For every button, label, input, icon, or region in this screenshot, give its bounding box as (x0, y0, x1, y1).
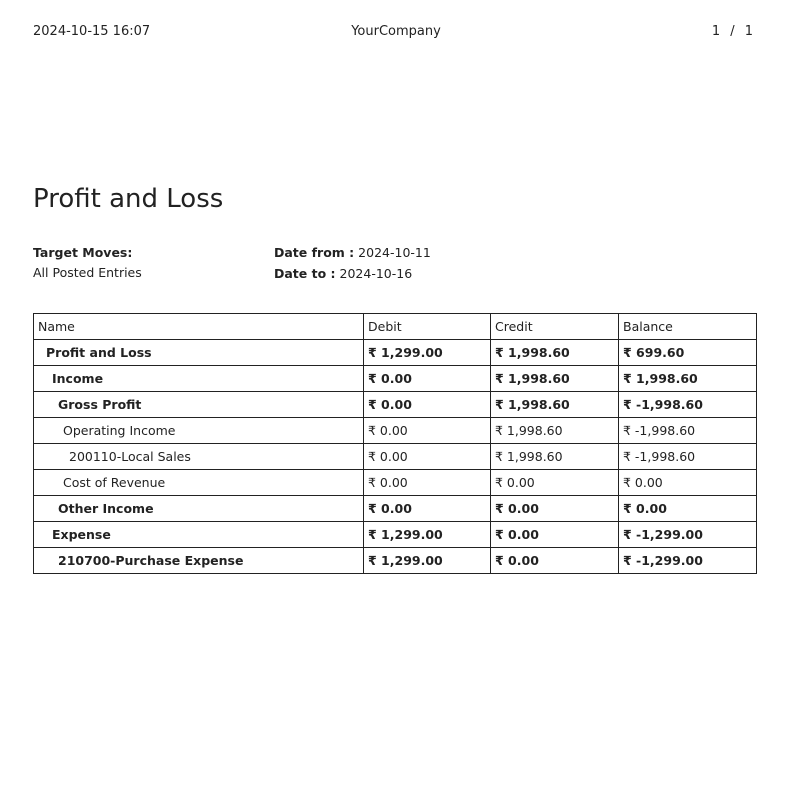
cell-name: Income (33, 365, 364, 392)
table-row: Operating Income ₹ 0.00 ₹ 1,998.60 ₹ -1,998… (33, 417, 757, 444)
cell-name: Profit and Loss (33, 339, 364, 366)
target-moves-value: All Posted Entries (33, 265, 142, 280)
table-row: 210700-Purchase Expense ₹ 1,299.00 ₹ 0.00 ₹… (33, 547, 757, 574)
cell-balance: ₹ -1,998.60 (618, 417, 757, 444)
date-from-value: 2024-10-11 (358, 245, 431, 260)
table-row: Income ₹ 0.00 ₹ 1,998.60 ₹ 1,998.60 (33, 365, 757, 392)
cell-credit: ₹ 1,998.60 (490, 443, 619, 470)
date-to-value: 2024-10-16 (339, 266, 413, 281)
date-from: Date from : 2024-10-11 (274, 245, 431, 260)
cell-debit: ₹ 0.00 (363, 443, 491, 470)
cell-debit: ₹ 1,299.00 (363, 521, 491, 548)
cell-balance: ₹ 0.00 (618, 495, 757, 522)
report-title: Profit and Loss (33, 184, 224, 214)
column-header-name: Name (33, 313, 364, 340)
target-moves: Target Moves: All Posted Entries (33, 245, 142, 280)
cell-debit: ₹ 0.00 (363, 495, 491, 522)
cell-name: 210700-Purchase Expense (33, 547, 364, 574)
table-row: Cost of Revenue ₹ 0.00 ₹ 0.00 ₹ 0.00 (33, 469, 757, 496)
cell-name: 200110-Local Sales (33, 443, 364, 470)
cell-balance: ₹ -1,998.60 (618, 391, 757, 418)
company-name: YourCompany (351, 24, 441, 39)
cell-credit: ₹ 1,998.60 (490, 365, 619, 392)
print-datetime: 2024-10-15 16:07 (33, 24, 151, 39)
table-row: Other Income ₹ 0.00 ₹ 0.00 ₹ 0.00 (33, 495, 757, 522)
cell-debit: ₹ 0.00 (363, 417, 491, 444)
cell-credit: ₹ 0.00 (490, 521, 619, 548)
cell-name: Operating Income (33, 417, 364, 444)
table-row: Gross Profit ₹ 0.00 ₹ 1,998.60 ₹ -1,998.60 (33, 391, 757, 418)
cell-balance: ₹ 0.00 (618, 469, 757, 496)
cell-balance: ₹ -1,299.00 (618, 547, 757, 574)
page-number: 1 / 1 (711, 24, 756, 39)
cell-debit: ₹ 0.00 (363, 391, 491, 418)
cell-balance: ₹ -1,998.60 (618, 443, 757, 470)
column-header-credit: Credit (490, 313, 619, 340)
cell-balance: ₹ 699.60 (618, 339, 757, 366)
cell-debit: ₹ 0.00 (363, 365, 491, 392)
cell-name: Expense (33, 521, 364, 548)
cell-debit: ₹ 0.00 (363, 469, 491, 496)
table-row: Profit and Loss ₹ 1,299.00 ₹ 1,998.60 ₹ 699… (33, 339, 757, 366)
table-row: 200110-Local Sales ₹ 0.00 ₹ 1,998.60 ₹ -1,9… (33, 443, 757, 470)
column-header-debit: Debit (363, 313, 491, 340)
cell-name: Other Income (33, 495, 364, 522)
date-from-label: Date from : (274, 245, 355, 260)
cell-debit: ₹ 1,299.00 (363, 339, 491, 366)
cell-name: Cost of Revenue (33, 469, 364, 496)
cell-name: Gross Profit (33, 391, 364, 418)
target-moves-label: Target Moves: (33, 245, 133, 260)
cell-balance: ₹ 1,998.60 (618, 365, 757, 392)
cell-credit: ₹ 1,998.60 (490, 417, 619, 444)
date-to: Date to : 2024-10-16 (274, 266, 412, 281)
table-header-row: Name Debit Credit Balance (33, 313, 757, 340)
date-to-label: Date to : (274, 266, 336, 281)
cell-credit: ₹ 1,998.60 (490, 391, 619, 418)
column-header-balance: Balance (618, 313, 757, 340)
cell-credit: ₹ 0.00 (490, 469, 619, 496)
cell-balance: ₹ -1,299.00 (618, 521, 757, 548)
cell-credit: ₹ 0.00 (490, 495, 619, 522)
cell-credit: ₹ 1,998.60 (490, 339, 619, 366)
table-row: Expense ₹ 1,299.00 ₹ 0.00 ₹ -1,299.00 (33, 521, 757, 548)
profit-loss-table: Name Debit Credit Balance Profit and Los… (33, 313, 757, 574)
cell-debit: ₹ 1,299.00 (363, 547, 491, 574)
cell-credit: ₹ 0.00 (490, 547, 619, 574)
